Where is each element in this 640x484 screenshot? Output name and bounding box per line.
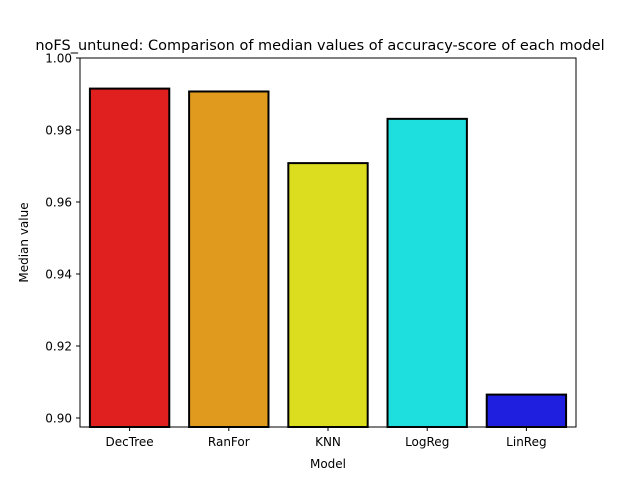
bar-logreg	[386, 117, 468, 428]
y-tick-label: 0.94	[45, 268, 72, 282]
y-axis-label: Median value	[17, 202, 31, 282]
x-tick-label: KNN	[315, 435, 341, 449]
bar-dectree	[88, 87, 171, 428]
x-axis: DecTree RanFor KNN LogReg LinReg	[105, 427, 547, 449]
y-axis: 0.90 0.92 0.94 0.96 0.98 1.00	[45, 52, 80, 426]
y-tick-label: 1.00	[45, 52, 72, 66]
y-tick-label: 0.98	[45, 124, 72, 138]
y-tick-label: 0.92	[45, 340, 72, 354]
plot-frame	[79, 57, 577, 428]
x-tick-label: DecTree	[105, 435, 153, 449]
chart-title: noFS_untuned: Comparison of median value…	[35, 38, 604, 54]
x-tick-label: LinReg	[506, 435, 546, 449]
y-tick-label: 0.90	[45, 412, 72, 426]
bar-ranfor	[188, 90, 270, 428]
x-axis-label: Model	[310, 457, 346, 471]
bar-linreg	[485, 393, 568, 429]
x-tick-label: RanFor	[208, 435, 250, 449]
y-tick-label: 0.96	[45, 196, 72, 210]
x-tick-label: LogReg	[405, 435, 449, 449]
bars	[88, 87, 568, 429]
bar-knn	[287, 162, 369, 428]
